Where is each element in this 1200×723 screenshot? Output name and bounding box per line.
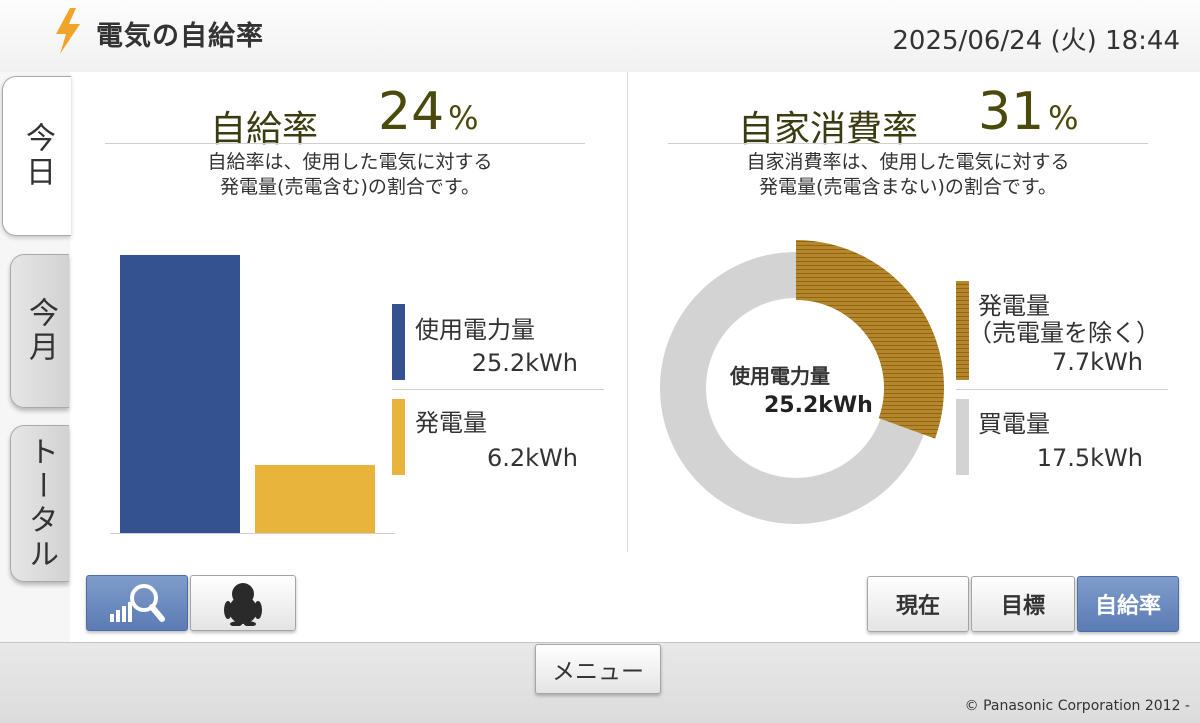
legend-label-own-use-note: （売電量を除く） [968,319,1160,347]
legend-swatch-generation [392,399,405,475]
self-sufficiency-label: 自給率 [210,109,319,150]
donut-center-label: 使用電力量 [730,364,830,388]
panel-divider [627,72,628,552]
self-consumption-unit: % [1048,99,1079,137]
self-sufficiency-desc-line1: 自給率は、使用した電気に対する [207,151,493,173]
bar-chart-baseline [110,533,395,534]
legend-label-generation: 発電量 [415,409,487,437]
character-button[interactable] [190,575,296,631]
penguin-icon [224,583,262,626]
self-consumption-donut-chart [660,240,944,524]
menu-button[interactable]: メニュー [535,644,661,694]
donut-center-value: 25.2kWh [764,393,873,418]
tab-total[interactable]: トータル [10,425,69,582]
self-sufficiency-description: 自給率は、使用した電気に対する 発電量(売電含む)の割合です。 [105,150,595,200]
legend-swatch-own-use [956,281,969,380]
legend-label-usage: 使用電力量 [415,316,535,344]
zoom-chart-icon [110,584,165,622]
legend-divider-right [956,389,1168,390]
legend-divider-left [392,389,604,390]
self-sufficiency-unit: % [448,99,479,137]
self-consumption-desc-line1: 自家消費率は、使用した電気に対する [746,151,1070,173]
view-current-button[interactable]: 現在 [867,576,969,632]
self-consumption-desc-line2: 発電量(売電含まない)の割合です。 [759,176,1057,198]
self-consumption-label: 自家消費率 [738,109,919,150]
lightning-icon [56,8,80,54]
legend-swatch-usage [392,304,405,380]
view-self-sufficiency-button[interactable]: 自給率 [1077,576,1179,632]
copyright-text: © Panasonic Corporation 2012 - [964,698,1190,714]
legend-label-purchased: 買電量 [978,410,1050,438]
self-consumption-rule [668,143,1148,144]
self-consumption-number: 31 [978,82,1045,142]
legend-value-usage: 25.2kWh [471,349,578,377]
bar-usage [120,255,240,533]
tab-today[interactable]: 今日 [2,76,71,236]
page-title: 電気の自給率 [96,21,264,52]
self-consumption-value: 31% [978,82,1079,142]
main-panel [70,72,1200,642]
self-sufficiency-rule [105,143,585,144]
self-sufficiency-number: 24 [378,82,445,142]
self-sufficiency-desc-line2: 発電量(売電含む)の割合です。 [220,176,480,198]
self-consumption-description: 自家消費率は、使用した電気に対する 発電量(売電含まない)の割合です。 [658,150,1158,200]
self-sufficiency-value: 24% [378,82,479,142]
tab-month[interactable]: 今月 [10,254,69,408]
zoom-chart-button[interactable] [86,575,188,631]
legend-value-own-use: 7.7kWh [1051,348,1143,376]
header-bar: 電気の自給率 2025/06/24 (火) 18:44 [0,0,1200,72]
legend-swatch-purchased [956,399,969,475]
view-target-button[interactable]: 目標 [971,576,1075,632]
donut-slice-own-use [796,240,944,439]
legend-label-own-use: 発電量 [978,292,1050,320]
datetime-display: 2025/06/24 (火) 18:44 [892,26,1180,56]
legend-value-generation: 6.2kWh [486,444,578,472]
legend-value-purchased: 17.5kWh [1036,444,1143,472]
bar-generation [255,464,375,533]
